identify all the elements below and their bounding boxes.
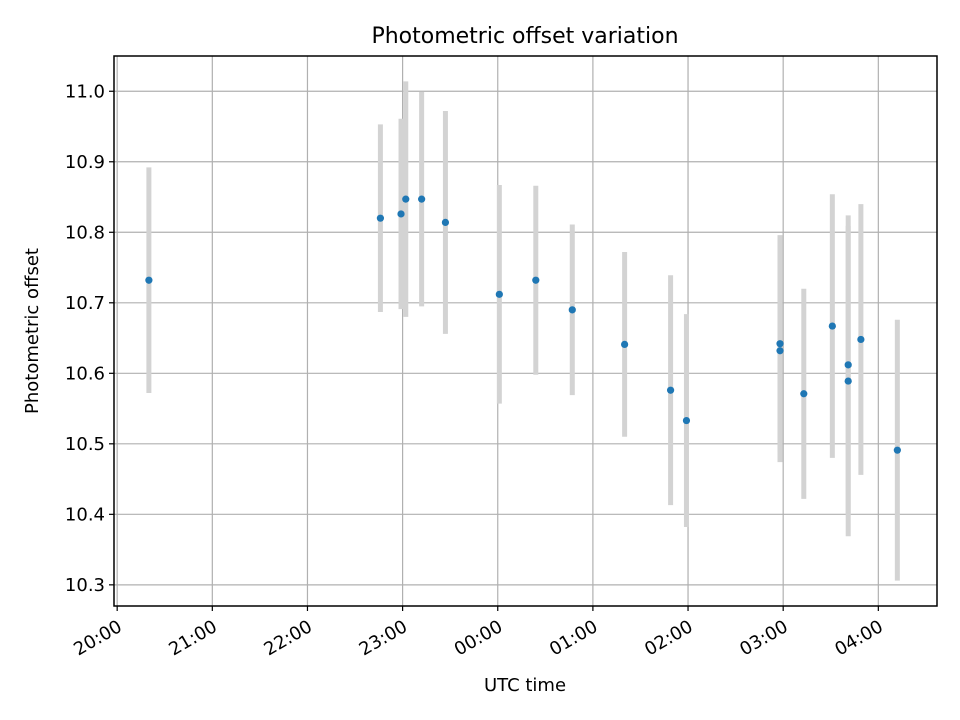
data-point: [568, 306, 576, 314]
plot-frame: [113, 55, 938, 607]
x-axis-label: UTC time: [484, 675, 566, 696]
data-point: [776, 340, 784, 348]
data-point: [857, 335, 865, 344]
data-point: [441, 218, 450, 227]
x-tick-label: 02:00: [641, 616, 696, 660]
data-point: [776, 347, 784, 355]
data-point: [495, 290, 503, 298]
y-axis: 10.3 10.4 10.5 10.6 10.7 10.8 10.9 11.0: [65, 81, 114, 596]
data-point: [844, 377, 852, 385]
y-axis-label: Photometric offset: [22, 248, 43, 414]
y-tick-label: 11.0: [65, 81, 105, 102]
x-tick-label: 00:00: [451, 616, 506, 660]
data-point: [145, 276, 153, 284]
data-points: [145, 195, 901, 454]
data-point: [418, 195, 426, 203]
data-point: [828, 322, 836, 330]
error-bars: [146, 81, 900, 581]
data-point: [397, 210, 405, 218]
x-axis: 20:00 21:00 22:00 23:00 00:00 01:00 02:00 03:00…: [70, 606, 887, 660]
data-point: [532, 276, 540, 284]
x-tick-label: 04:00: [831, 616, 886, 660]
data-point: [666, 386, 675, 394]
x-tick-label: 21:00: [165, 616, 220, 660]
y-tick-label: 10.5: [65, 434, 105, 455]
y-tick-label: 10.3: [65, 575, 105, 596]
x-tick-label: 03:00: [736, 616, 791, 660]
data-point: [621, 340, 629, 348]
grid: [114, 56, 937, 606]
x-tick-label: 20:00: [70, 616, 125, 660]
x-tick-label: 01:00: [546, 616, 601, 660]
data-point: [844, 361, 852, 369]
x-tick-label: 22:00: [261, 616, 316, 660]
y-tick-label: 10.9: [65, 152, 105, 173]
data-point: [376, 214, 385, 222]
data-point: [402, 195, 410, 203]
y-tick-label: 10.6: [65, 363, 105, 384]
y-tick-label: 10.8: [65, 222, 105, 243]
data-point: [893, 446, 901, 454]
y-tick-label: 10.4: [65, 504, 105, 525]
chart-title: Photometric offset variation: [371, 24, 678, 49]
y-tick-label: 10.7: [65, 293, 105, 314]
data-point: [682, 416, 691, 425]
data-point: [800, 390, 808, 398]
x-tick-label: 23:00: [356, 616, 411, 660]
